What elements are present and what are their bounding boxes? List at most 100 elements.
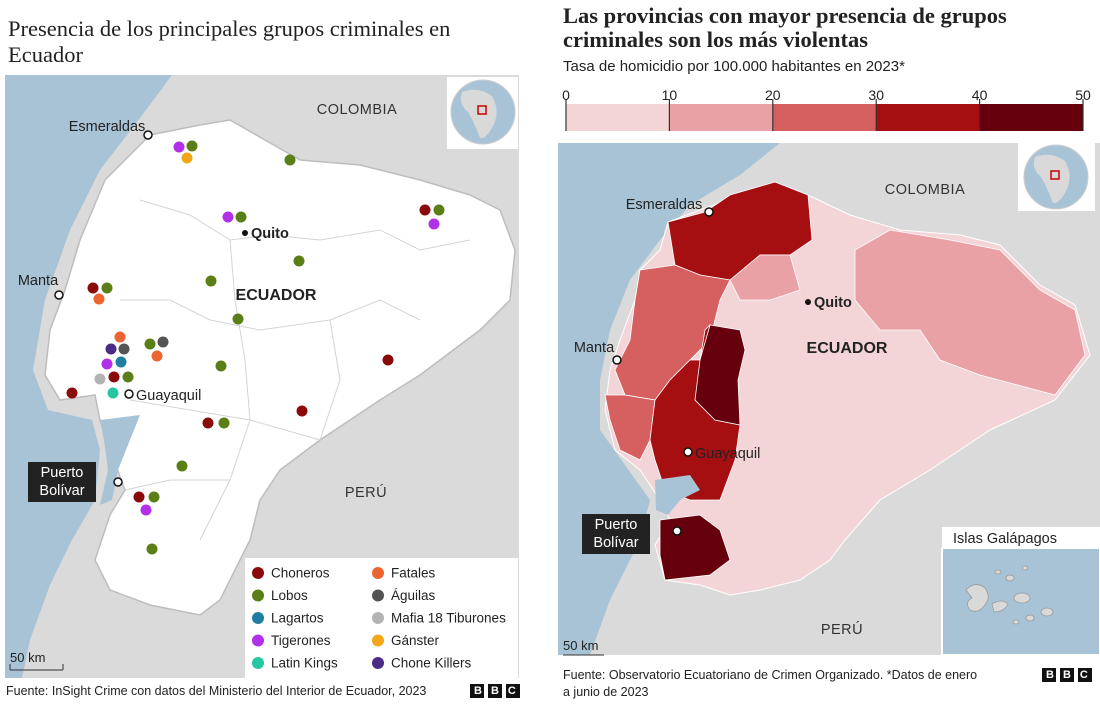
legend-swatch bbox=[252, 657, 264, 669]
legend-swatch bbox=[252, 567, 264, 579]
group-dot bbox=[66, 387, 78, 399]
city-label: Manta bbox=[574, 340, 615, 356]
group-dot bbox=[87, 282, 99, 294]
province bbox=[604, 394, 656, 461]
subtitle: Tasa de homicidio por 100.000 habitantes… bbox=[563, 58, 905, 75]
country-label: COLOMBIA bbox=[317, 102, 398, 118]
group-dot bbox=[222, 211, 234, 223]
group-dot bbox=[114, 331, 126, 343]
logo-text: BBC bbox=[1046, 669, 1097, 681]
group-dot bbox=[218, 417, 230, 429]
group-dot bbox=[133, 491, 145, 503]
legend-label: Mafia 18 Tiburones bbox=[391, 611, 506, 626]
globe-marker bbox=[1050, 170, 1060, 180]
group-dot bbox=[433, 204, 445, 216]
city-marker bbox=[683, 447, 693, 457]
logo-block bbox=[470, 684, 484, 698]
group-dot bbox=[284, 154, 296, 166]
group-dot bbox=[157, 336, 169, 348]
logo: BBC bbox=[1042, 668, 1099, 682]
group-dot bbox=[146, 543, 158, 555]
city-label: Manta bbox=[18, 273, 59, 289]
city-marker bbox=[113, 477, 123, 487]
group-dot bbox=[186, 140, 198, 152]
legend-swatch bbox=[372, 567, 384, 579]
legend-swatch bbox=[252, 634, 264, 647]
group-dot bbox=[296, 405, 308, 417]
group-dot bbox=[140, 504, 152, 516]
scale-tick-label: 50 bbox=[1075, 87, 1091, 103]
galapagos-islands bbox=[965, 565, 1054, 625]
city-callout: Puerto Bolívar bbox=[28, 462, 96, 502]
logo-block bbox=[1078, 668, 1092, 682]
left-title: Presencia de los principales grupos crim… bbox=[8, 16, 451, 67]
legend-label: Latin Kings bbox=[271, 656, 338, 671]
city-label: Quito bbox=[814, 295, 852, 311]
province bbox=[694, 324, 746, 426]
country-label: ECUADOR bbox=[807, 340, 888, 357]
inset-label: Islas Galápagos bbox=[953, 531, 1057, 547]
legend-label: Tigerones bbox=[271, 633, 331, 648]
legend-swatch bbox=[252, 589, 264, 602]
group-dot bbox=[173, 141, 185, 153]
group-dot bbox=[105, 343, 117, 355]
country-label: ECUADOR bbox=[236, 287, 317, 304]
legend-swatch bbox=[372, 657, 384, 669]
legend-label: Choneros bbox=[271, 566, 330, 581]
province bbox=[729, 254, 801, 301]
scale-tick-label: 10 bbox=[662, 87, 678, 103]
group-dot bbox=[419, 204, 431, 216]
scale-tick-label: 40 bbox=[972, 87, 988, 103]
color-scale: 0 10 20 30 40 50 bbox=[562, 87, 1091, 131]
logo-block bbox=[488, 684, 502, 698]
legend-swatch bbox=[372, 612, 384, 624]
legend-swatch bbox=[372, 634, 384, 647]
legend-label: Gánster bbox=[391, 633, 440, 648]
group-dot bbox=[235, 211, 247, 223]
right-map: 0 10 20 30 40 50 COLOMBIA Esmeraldas Quito EC… bbox=[558, 87, 1100, 656]
city-marker bbox=[242, 230, 248, 236]
scale-segment bbox=[669, 104, 773, 131]
logo-block bbox=[506, 684, 520, 698]
legend-swatch bbox=[252, 612, 264, 624]
legend-label: Chone Killers bbox=[391, 656, 472, 671]
globe-marker bbox=[477, 105, 487, 115]
city-marker bbox=[805, 299, 811, 305]
legend-swatch bbox=[372, 589, 384, 602]
group-dot bbox=[148, 491, 160, 503]
scale-label: 50 km bbox=[563, 638, 598, 653]
ecuador bbox=[44, 119, 516, 616]
group-dot bbox=[205, 275, 217, 287]
source: Fuente: InSight Crime con datos del Mini… bbox=[6, 684, 427, 698]
group-dot bbox=[107, 387, 119, 399]
city-marker bbox=[612, 355, 622, 365]
group-dot bbox=[108, 371, 120, 383]
city-marker bbox=[124, 389, 134, 399]
group-dot bbox=[293, 255, 305, 267]
logo: BBC bbox=[470, 684, 527, 698]
province bbox=[649, 323, 741, 501]
gulf bbox=[655, 475, 700, 515]
scale-tick-label: 30 bbox=[868, 87, 884, 103]
group-dot bbox=[101, 282, 113, 294]
logo-text: BBC bbox=[474, 685, 525, 697]
group-dot bbox=[176, 460, 188, 472]
group-dot bbox=[115, 356, 127, 368]
right-title: Las provincias con mayor presencia de gr… bbox=[563, 3, 1007, 52]
group-dot bbox=[181, 152, 193, 164]
group-dot bbox=[122, 371, 134, 383]
city-marker bbox=[672, 526, 682, 536]
group-dot bbox=[101, 358, 113, 370]
city-label: Guayaquil bbox=[695, 446, 760, 462]
group-dot bbox=[202, 417, 214, 429]
logo-block bbox=[1060, 668, 1074, 682]
province-borders bbox=[120, 199, 471, 541]
group-dot bbox=[144, 338, 156, 350]
gulf bbox=[100, 415, 140, 505]
city-label: Esmeraldas bbox=[626, 197, 703, 213]
group-dots bbox=[66, 140, 445, 555]
group-dot bbox=[151, 350, 163, 362]
province bbox=[854, 229, 1086, 396]
